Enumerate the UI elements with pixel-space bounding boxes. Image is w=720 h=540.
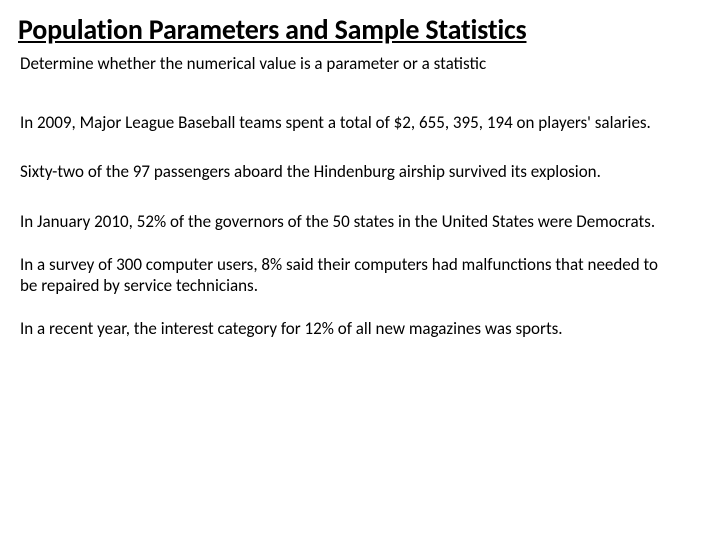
page-subtitle: Determine whether the numerical value is…	[18, 53, 702, 74]
paragraph-5: In a recent year, the interest category …	[18, 318, 702, 339]
page-title: Population Parameters and Sample Statist…	[18, 12, 702, 47]
paragraph-3: In January 2010, 52% of the governors of…	[18, 211, 702, 232]
paragraph-4: In a survey of 300 computer users, 8% sa…	[18, 254, 702, 297]
paragraph-2: Sixty-two of the 97 passengers aboard th…	[18, 161, 702, 182]
paragraph-1: In 2009, Major League Baseball teams spe…	[18, 112, 702, 133]
